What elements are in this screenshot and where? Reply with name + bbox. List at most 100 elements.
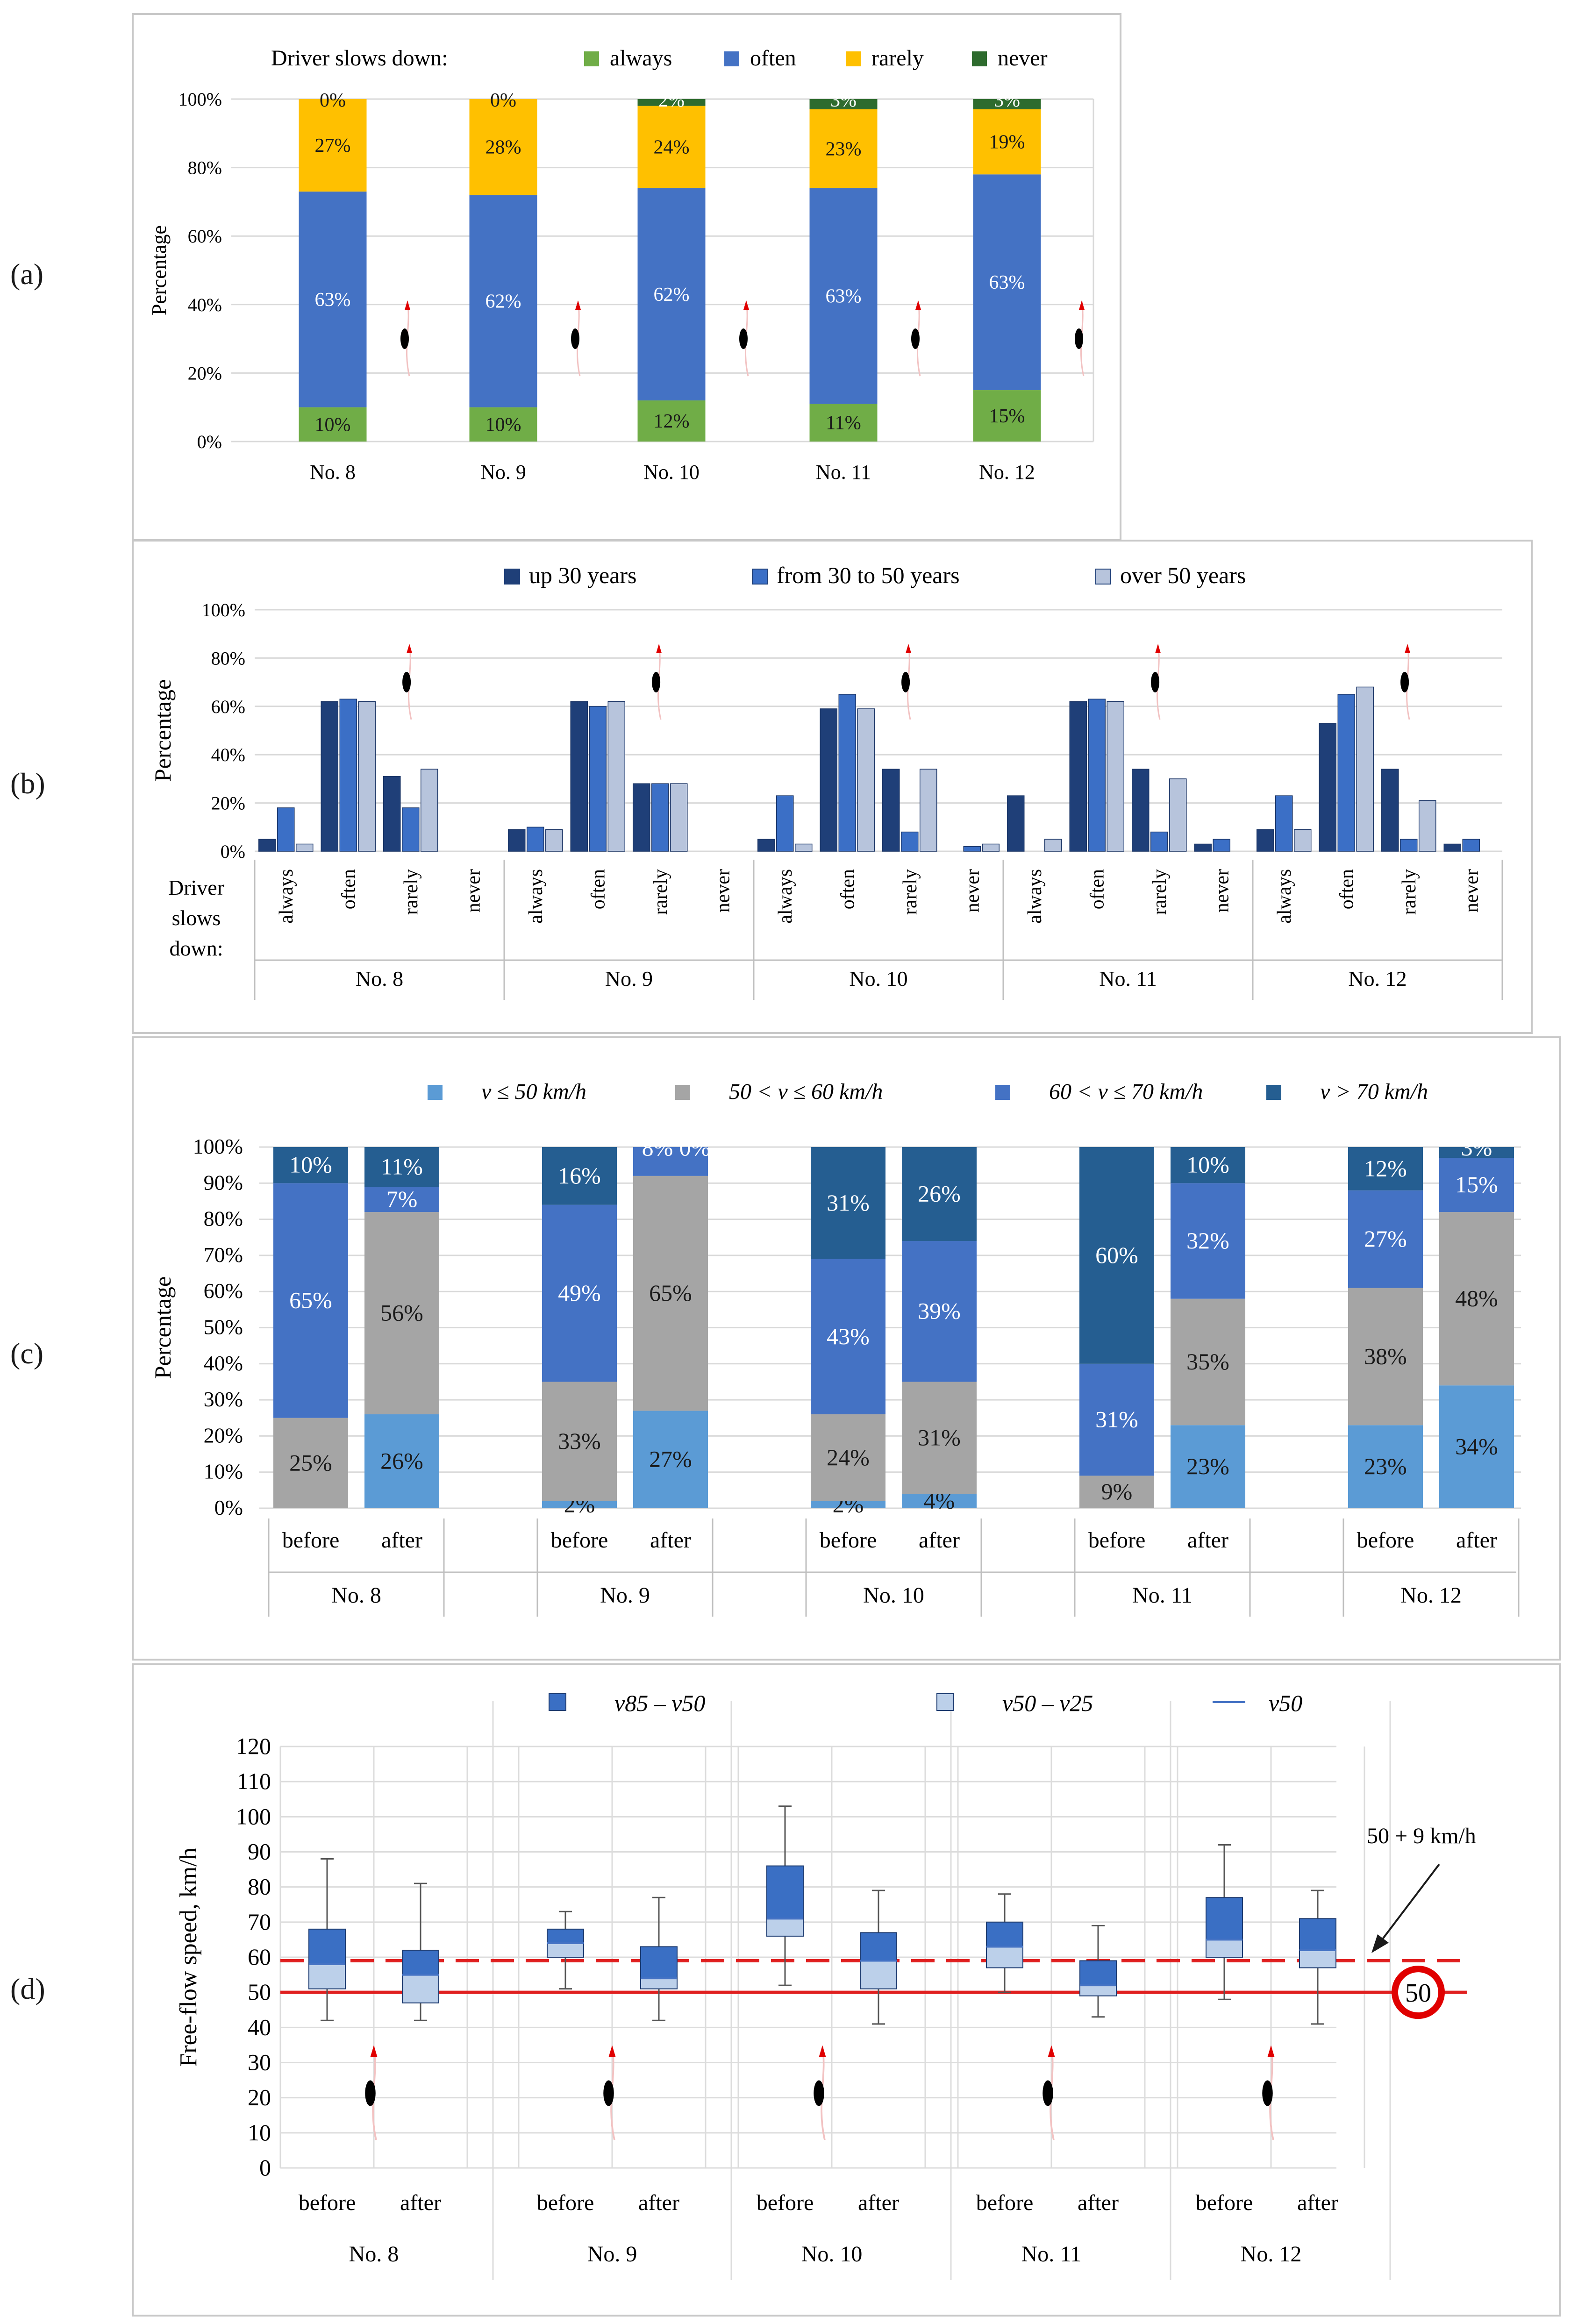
chart-b-bar (1194, 843, 1212, 852)
chart-a-legend-title: Driver slows down: (271, 46, 448, 71)
chart-b-bar (1107, 701, 1124, 852)
chart-c-group-label: No. 10 (863, 1583, 924, 1608)
chart-a-bar-rarely (299, 99, 367, 192)
chart-b-answer-label: rarely (1399, 869, 1420, 915)
chart-c-data-label: 65% (289, 1287, 332, 1313)
chart-b-road-icon-car (1151, 672, 1160, 692)
chart-a-legend-always: always (610, 46, 672, 71)
chart-a-ytick: 40% (188, 294, 222, 315)
chart-c-bar (902, 1240, 977, 1382)
chart-c-data-label: 34% (1455, 1433, 1498, 1460)
panel-label-c: (c) (10, 1337, 44, 1370)
chart-b-bar (383, 776, 401, 852)
chart-c-ytick: 90% (204, 1170, 243, 1194)
chart-a-road-icon-arrow (743, 300, 749, 310)
chart-b-answer-label: always (1024, 869, 1046, 924)
chart-b-ytick: 80% (211, 648, 245, 669)
chart-b-bar (1462, 839, 1480, 852)
chart-c-bar (1079, 1363, 1154, 1476)
chart-c-bar (1171, 1425, 1245, 1508)
chart-b-bar (1213, 839, 1230, 852)
chart-b-legend-label: over 50 years (1120, 562, 1246, 588)
chart-d-road-icon (1042, 2045, 1055, 2140)
chart-a-bar-always (299, 407, 367, 442)
chart-c-subcategory-label: before (282, 1528, 340, 1553)
chart-a-bar-often (469, 195, 537, 407)
chart-d-subcategory-label: before (299, 2190, 356, 2215)
chart-a-label-often: 63% (826, 285, 862, 307)
chart-c-bar (1171, 1183, 1245, 1299)
chart-b-bar (1169, 778, 1187, 852)
chart-c-bar (902, 1382, 977, 1494)
chart-c-subcategory-label: after (1187, 1528, 1228, 1553)
chart-b-bar (1044, 839, 1062, 852)
chart-b-bar (901, 831, 919, 852)
chart-b-bar (1319, 723, 1336, 852)
chart-c-bar (633, 1176, 708, 1411)
chart-b-road-icon-arrow (407, 644, 413, 653)
chart-a-road-icon (739, 300, 749, 377)
chart-b: 0% 20% 40% 60% 80% 100% Percentage up 30 years f… (150, 562, 1503, 1000)
chart-c-data-label: 0% (679, 1134, 711, 1161)
chart-c-data-label: 43% (827, 1323, 870, 1349)
chart-d-box-lower (766, 1918, 804, 1937)
chart-b-road-icon (1151, 644, 1161, 720)
chart-c-legend-swatch (675, 1085, 690, 1100)
chart-d-ytick: 80 (248, 1874, 271, 1900)
chart-d-box-upper (766, 1865, 804, 1919)
chart-d-box-upper (1206, 1897, 1243, 1940)
chart-b-legend-label: up 30 years (529, 562, 637, 588)
chart-d-ylabel: Free-flow speed, km/h (175, 1847, 202, 2067)
chart-b-answer-label: never (962, 869, 983, 912)
chart-d-road-icon-arrow (1048, 2045, 1055, 2057)
chart-c-bar (273, 1147, 348, 1183)
chart-d-box-lower (547, 1942, 584, 1958)
chart-c-bar (1348, 1190, 1423, 1288)
chart-b-bar (776, 795, 794, 852)
chart-c-bar (1348, 1425, 1423, 1508)
chart-b-ytick: 20% (211, 793, 245, 814)
chart-d-road-icon (365, 2045, 378, 2140)
chart-c-data-label: 56% (380, 1300, 423, 1326)
chart-d-road-icon-car (1042, 2080, 1053, 2106)
chart-d-box-upper (402, 1949, 439, 1975)
chart-d-legend-swatch (936, 1693, 954, 1711)
chart-d-speed-sign-icon (1392, 1966, 1445, 2019)
chart-b-row-label: down: (170, 936, 223, 960)
chart-b-bar (296, 843, 314, 852)
chart-d-ytick: 110 (237, 1768, 271, 1794)
chart-d-annotation-arrowhead (1371, 1934, 1389, 1953)
chart-d-box-upper (1299, 1918, 1336, 1951)
chart-a-bar-rarely (809, 109, 878, 188)
chart-c-bar (811, 1414, 885, 1501)
chart-c-subcategory-label: after (1456, 1528, 1497, 1553)
chart-b-bar (1356, 686, 1374, 852)
chart-b-bar (795, 843, 813, 852)
chart-b-legend-swatch (1095, 569, 1111, 585)
chart-a-legend-swatch-never (972, 51, 987, 66)
chart-d-box-upper (986, 1921, 1023, 1947)
chart-c-bar (364, 1187, 439, 1212)
chart-c-data-label: 16% (558, 1162, 601, 1189)
chart-c-ytick: 0% (214, 1496, 243, 1519)
chart-d-road-icon-car (814, 2080, 824, 2106)
chart-d-box-lower (860, 1960, 897, 1989)
chart-a-ytick: 60% (188, 226, 222, 247)
chart-a-bar-always (973, 390, 1041, 442)
chart-a-legend-swatch-always (584, 51, 599, 66)
chart-b-bar (1150, 831, 1168, 852)
chart-d-road-icon-car (603, 2080, 614, 2106)
chart-d-subcategory-label: after (1297, 2190, 1338, 2215)
chart-a-xtick: No. 12 (979, 461, 1035, 484)
chart-d-speed-sign-label: 50 (1405, 1979, 1431, 2008)
panel-label-b: (b) (10, 767, 45, 800)
chart-c-subcategory-label: after (381, 1528, 422, 1553)
chart-d-group-label: No. 8 (349, 2242, 399, 2267)
chart-c-legend-label: v ≤ 50 km/h (481, 1079, 586, 1104)
chart-a-label-often: 63% (315, 289, 351, 311)
chart-b-road-icon-arrow (906, 644, 912, 653)
chart-c-data-label: 27% (1364, 1226, 1407, 1252)
chart-d-ytick: 120 (236, 1733, 271, 1759)
chart-a-label-rarely: 23% (826, 138, 862, 160)
chart-a-legend-often: often (750, 46, 796, 71)
